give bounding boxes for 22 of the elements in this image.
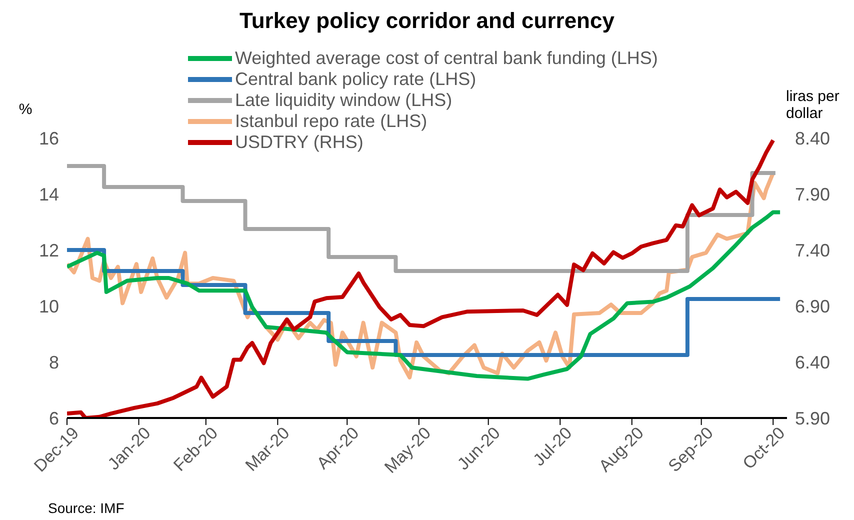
line-series bbox=[67, 210, 782, 381]
y-tick-label: 10 bbox=[38, 296, 59, 316]
legend-label: Weighted average cost of central bank funding (LHS) bbox=[235, 48, 658, 69]
y-tick-label: 14 bbox=[38, 184, 59, 204]
legend-label: Late liquidity window (LHS) bbox=[235, 90, 452, 111]
legend-label: Central bank policy rate (LHS) bbox=[235, 69, 476, 90]
legend-label: USDTRY (RHS) bbox=[235, 132, 364, 153]
y-tick-label: 6 bbox=[48, 408, 59, 428]
source-note: Source: IMF bbox=[48, 500, 124, 516]
y-tick-label: 16 bbox=[38, 128, 59, 148]
y2-tick-label: 6.90 bbox=[795, 296, 830, 316]
y2-tick-label: 7.90 bbox=[795, 184, 830, 204]
y2-tick-label: 5.90 bbox=[795, 408, 830, 428]
y2-tick-label: 7.40 bbox=[795, 240, 830, 260]
legend-label: Istanbul repo rate (LHS) bbox=[235, 111, 428, 132]
y-tick-label: 8 bbox=[48, 352, 59, 372]
y-axis-title: % bbox=[18, 101, 32, 118]
chart-title: Turkey policy corridor and currency bbox=[238, 8, 616, 34]
y2-tick-label: 6.40 bbox=[795, 352, 830, 372]
y2-tick-label: 8.40 bbox=[795, 128, 830, 148]
y2-axis-title: liras per dollar bbox=[786, 88, 840, 122]
y-tick-label: 12 bbox=[38, 240, 59, 260]
